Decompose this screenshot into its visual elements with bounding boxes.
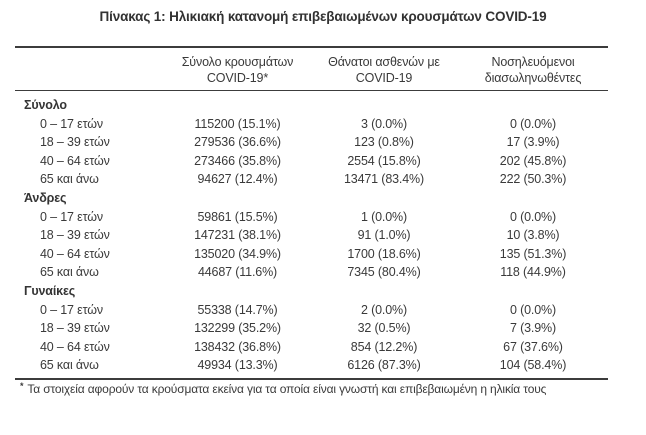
table-row: 0 – 17 ετών 115200 (15.1%) 3 (0.0%) 0 (0.0%… [15, 115, 608, 134]
intubated-value: 202 (45.8%) [499, 153, 567, 168]
cases-value: 59861 (15.5%) [197, 209, 278, 224]
table-title: Πίνακας 1: Ηλικιακή κατανομή επιβεβαιωμέ… [99, 9, 547, 24]
age-group-label: 40 – 64 ετών [40, 339, 110, 354]
column-header-deaths-line2: COVID-19 [355, 71, 413, 85]
column-header-cases: Σύνολο κρουσμάτων COVID-19* [165, 54, 310, 86]
table-header-row: Σύνολο κρουσμάτων COVID-19* Θάνατοι ασθενώ… [15, 48, 608, 91]
age-group-label: 65 και άνω [40, 358, 99, 373]
intubated-value: 104 (58.4%) [499, 358, 567, 373]
section-row-2: Γυναίκες [15, 282, 608, 301]
cases-value: 55338 (14.7%) [197, 302, 278, 317]
cases-value: 135020 (34.9%) [194, 246, 281, 261]
section-label: Γυναίκες [24, 283, 76, 298]
row-label-column-spacer [15, 54, 165, 86]
footnote-asterisk: * [20, 381, 24, 391]
cases-value: 132299 (35.2%) [194, 321, 281, 336]
intubated-value: 0 (0.0%) [509, 209, 557, 224]
deaths-value: 1700 (18.6%) [347, 246, 421, 261]
column-header-deaths-line1: Θάνατοι ασθενών με [328, 55, 440, 69]
table-row: 18 – 39 ετών 147231 (38.1%) 91 (1.0%) 10 (3… [15, 226, 608, 245]
cases-value: 147231 (38.1%) [194, 228, 281, 243]
column-header-deaths: Θάνατοι ασθενών με COVID-19 [310, 54, 458, 86]
intubated-value: 17 (3.9%) [506, 135, 560, 150]
footnote-text: Τα στοιχεία αφορούν τα κρούσματα εκείνα … [27, 382, 547, 396]
section-label: Άνδρες [24, 190, 67, 205]
column-header-intubated: Νοσηλευόμενοι διασωληνωθέντες [458, 54, 608, 86]
table-row: 65 και άνω 94627 (12.4%) 13471 (83.4%) 222 … [15, 170, 608, 189]
deaths-value: 32 (0.5%) [357, 321, 411, 336]
deaths-value: 3 (0.0%) [360, 116, 408, 131]
column-header-cases-line1: Σύνολο κρουσμάτων [181, 55, 294, 69]
table-row: 40 – 64 ετών 138432 (36.8%) 854 (12.2%) 67 … [15, 338, 608, 357]
table-row: 40 – 64 ετών 273466 (35.8%) 2554 (15.8%) 20… [15, 152, 608, 171]
column-header-intubated-line2: διασωληνωθέντες [484, 71, 582, 85]
age-group-label: 18 – 39 ετών [40, 135, 110, 150]
age-group-label: 65 και άνω [40, 172, 99, 187]
section-label: Σύνολο [24, 98, 67, 112]
deaths-value: 6126 (87.3%) [347, 358, 421, 373]
deaths-value: 91 (1.0%) [357, 228, 411, 243]
table-row: 0 – 17 ετών 59861 (15.5%) 1 (0.0%) 0 (0.0%) [15, 208, 608, 227]
age-group-label: 18 – 39 ετών [40, 321, 110, 336]
intubated-value: 0 (0.0%) [509, 116, 557, 131]
section-row-1: Άνδρες [15, 189, 608, 208]
deaths-value: 2554 (15.8%) [347, 153, 421, 168]
intubated-value: 222 (50.3%) [499, 172, 567, 187]
cases-value: 115200 (15.1%) [194, 116, 281, 131]
cases-value: 273466 (35.8%) [194, 153, 281, 168]
age-group-label: 0 – 17 ετών [40, 302, 103, 317]
table-row: 40 – 64 ετών 135020 (34.9%) 1700 (18.6%) 13… [15, 245, 608, 264]
age-group-label: 0 – 17 ετών [40, 116, 103, 131]
age-group-label: 65 και άνω [40, 265, 99, 280]
cases-value: 94627 (12.4%) [197, 172, 278, 187]
deaths-value: 2 (0.0%) [360, 302, 408, 317]
column-header-intubated-line1: Νοσηλευόμενοι [491, 55, 575, 69]
table-row: 0 – 17 ετών 55338 (14.7%) 2 (0.0%) 0 (0.0%) [15, 301, 608, 320]
age-group-label: 40 – 64 ετών [40, 246, 110, 261]
deaths-value: 1 (0.0%) [360, 209, 408, 224]
table-row: 65 και άνω 44687 (11.6%) 7345 (80.4%) 118 (… [15, 263, 608, 282]
age-group-label: 0 – 17 ετών [40, 209, 103, 224]
intubated-value: 135 (51.3%) [499, 246, 567, 261]
intubated-value: 67 (37.6%) [503, 339, 563, 354]
cases-value: 138432 (36.8%) [194, 339, 281, 354]
table-row: 18 – 39 ετών 279536 (36.6%) 123 (0.8%) 17 (… [15, 133, 608, 152]
column-header-cases-line2: COVID-19* [206, 71, 269, 85]
cases-value: 49934 (13.3%) [197, 358, 278, 373]
section-row-0: Σύνολο [15, 96, 608, 115]
deaths-value: 13471 (83.4%) [343, 172, 425, 187]
intubated-value: 7 (3.9%) [509, 321, 557, 336]
table-body: Σύνολο 0 – 17 ετών 115200 (15.1%) 3 (0.0%) 0… [15, 91, 608, 378]
table-footnote: * Τα στοιχεία αφορούν τα κρούσματα εκείνα… [20, 381, 620, 398]
intubated-value: 0 (0.0%) [509, 302, 557, 317]
covid-age-distribution-table: Σύνολο κρουσμάτων COVID-19* Θάνατοι ασθενώ… [15, 46, 608, 380]
age-group-label: 18 – 39 ετών [40, 228, 110, 243]
deaths-value: 123 (0.8%) [354, 135, 414, 150]
intubated-value: 10 (3.8%) [506, 228, 560, 243]
age-group-label: 40 – 64 ετών [40, 153, 110, 168]
cases-value: 44687 (11.6%) [197, 265, 278, 280]
table-row: 65 και άνω 49934 (13.3%) 6126 (87.3%) 104 (… [15, 356, 608, 375]
deaths-value: 854 (12.2%) [350, 339, 418, 354]
cases-value: 279536 (36.6%) [194, 135, 281, 150]
deaths-value: 7345 (80.4%) [347, 265, 421, 280]
table-row: 18 – 39 ετών 132299 (35.2%) 32 (0.5%) 7 (3.… [15, 319, 608, 338]
intubated-value: 118 (44.9%) [500, 265, 566, 280]
